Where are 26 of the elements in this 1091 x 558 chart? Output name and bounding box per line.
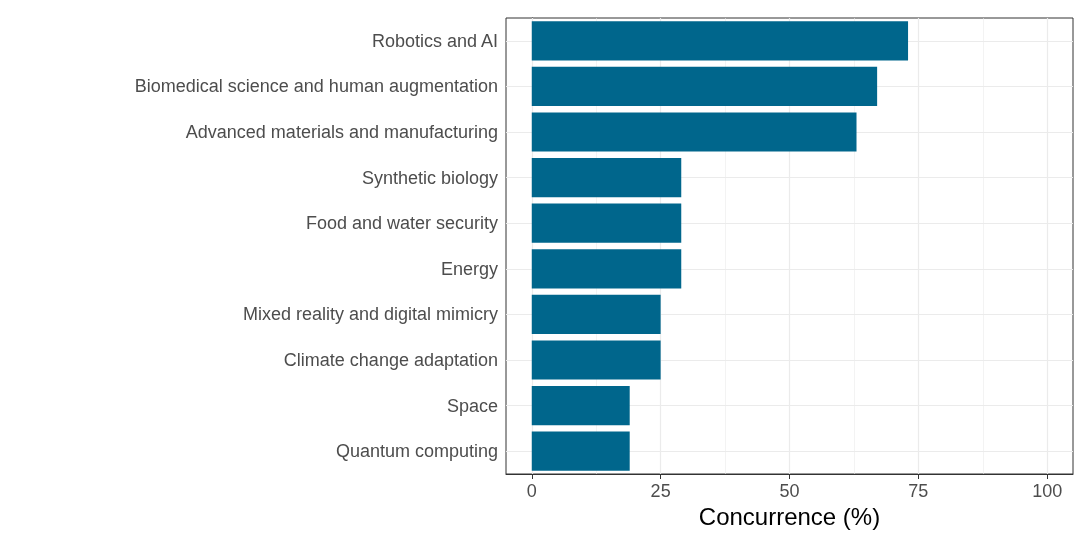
- y-tick-label: Energy: [440, 258, 498, 279]
- y-tick-label: Robotics and AI: [371, 30, 498, 51]
- bar: [531, 385, 630, 426]
- y-tick-label: Space: [446, 395, 498, 416]
- x-tick-label: 0: [526, 481, 537, 501]
- y-tick-label: Mixed reality and digital mimicry: [242, 304, 498, 325]
- bar: [531, 431, 630, 471]
- bar: [531, 203, 682, 243]
- bar: [531, 294, 661, 335]
- x-tick-label: 50: [779, 481, 800, 501]
- y-tick-label: Food and water security: [305, 213, 498, 234]
- y-tick-label: Biomedical science and human augmentation: [134, 76, 498, 97]
- bar: [531, 21, 909, 61]
- y-tick-label: Climate change adaptation: [283, 350, 498, 370]
- bar: [531, 157, 682, 198]
- x-axis-title: Concurrence (%): [698, 503, 881, 531]
- y-tick-label: Advanced materials and manufacturing: [185, 122, 498, 142]
- bar: [531, 249, 682, 289]
- y-tick-label: Synthetic biology: [361, 167, 498, 188]
- y-tick-label: Quantum computing: [335, 441, 498, 462]
- bar: [531, 340, 661, 380]
- x-tick-label: 100: [1032, 481, 1063, 501]
- x-tick-label: 75: [908, 481, 929, 501]
- x-tick-label: 25: [650, 481, 671, 501]
- bar: [531, 66, 878, 107]
- bar: [531, 112, 857, 152]
